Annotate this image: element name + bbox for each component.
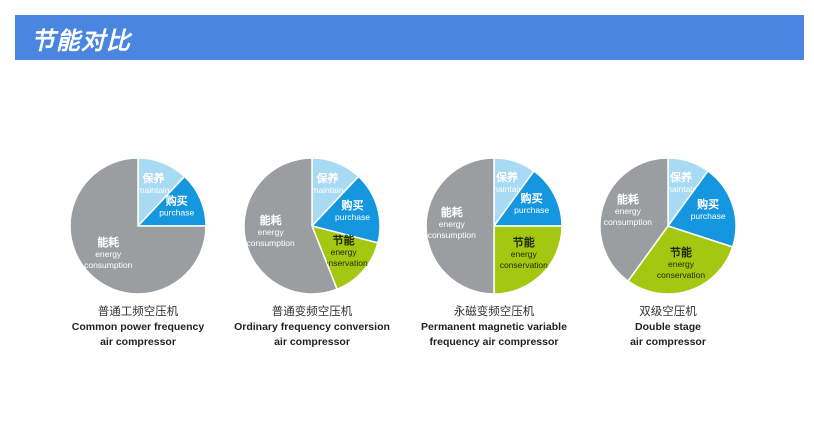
pie-slice-energy	[69, 157, 207, 295]
caption-en: Permanent magnetic variable	[421, 321, 567, 333]
chart-caption: 永磁变频空压机 Permanent magnetic variable freque…	[389, 305, 599, 350]
pie-slice-purchase	[310, 175, 381, 244]
slice-label-conservation: 节能 energy conservation	[500, 235, 548, 270]
caption-zh: 双级空压机	[639, 306, 697, 318]
pie-slice-conservation	[626, 225, 734, 295]
caption-en: air compressor	[100, 336, 176, 348]
caption-en: Double stage	[635, 321, 701, 333]
pie-slice-purchase	[666, 169, 737, 248]
caption-zh: 普通变频空压机	[271, 306, 353, 318]
slice-label-energy: 能耗 energy consumption	[84, 235, 132, 270]
header-bar: 节能对比	[15, 15, 804, 60]
slice-label-purchase: 购买 purchase	[335, 198, 370, 222]
slice-label-energy: 能耗 energy consumption	[428, 205, 476, 240]
pie-slice-energy	[425, 157, 495, 295]
pie-slice-conservation	[493, 225, 563, 295]
pie-slice-conservation	[310, 224, 379, 291]
caption-en: air compressor	[274, 336, 350, 348]
caption-en: Ordinary frequency conversion	[234, 321, 390, 333]
slice-label-conservation: 节能 energy conservation	[657, 245, 705, 280]
caption-en: frequency air compressor	[429, 336, 559, 348]
pie-slice-energy	[599, 157, 669, 283]
slice-label-purchase: 购买 purchase	[514, 191, 549, 215]
pie-chart-4: 保养 maintain 购买 purchase 节能 energy conservation…	[599, 157, 737, 295]
slice-label-maintain: 保养 maintain	[491, 170, 523, 194]
slice-label-maintain: 保养 maintain	[311, 171, 343, 195]
caption-en: air compressor	[630, 336, 706, 348]
page-title: 节能对比	[31, 27, 131, 55]
pie-slice-purchase	[492, 169, 563, 227]
pie-chart-2: 保养 maintain 购买 purchase 节能 energy conservation…	[243, 157, 381, 295]
pie-slice-purchase	[136, 175, 207, 227]
caption-zh: 普通工频空压机	[97, 306, 179, 318]
slice-label-energy: 能耗 energy consumption	[604, 192, 652, 227]
slice-label-conservation: 节能 energy conservation	[319, 233, 367, 268]
slice-label-purchase: 购买 purchase	[159, 193, 194, 217]
pie-slice-energy	[243, 157, 339, 295]
slice-label-maintain: 保养 maintain	[665, 170, 697, 194]
slice-label-energy: 能耗 energy consumption	[246, 213, 294, 248]
chart-caption: 普通工频空压机 Common power frequency air compres…	[33, 305, 243, 350]
slice-label-purchase: 购买 purchase	[691, 197, 726, 221]
caption-en: Common power frequency	[71, 321, 205, 333]
slice-label-maintain: 保养 maintain	[137, 171, 169, 195]
caption-zh: 永磁变频空压机	[453, 306, 535, 318]
chart-caption: 普通变频空压机 Ordinary frequency conversion air …	[207, 305, 417, 350]
chart-caption: 双级空压机 Double stage air compressor	[563, 305, 773, 350]
